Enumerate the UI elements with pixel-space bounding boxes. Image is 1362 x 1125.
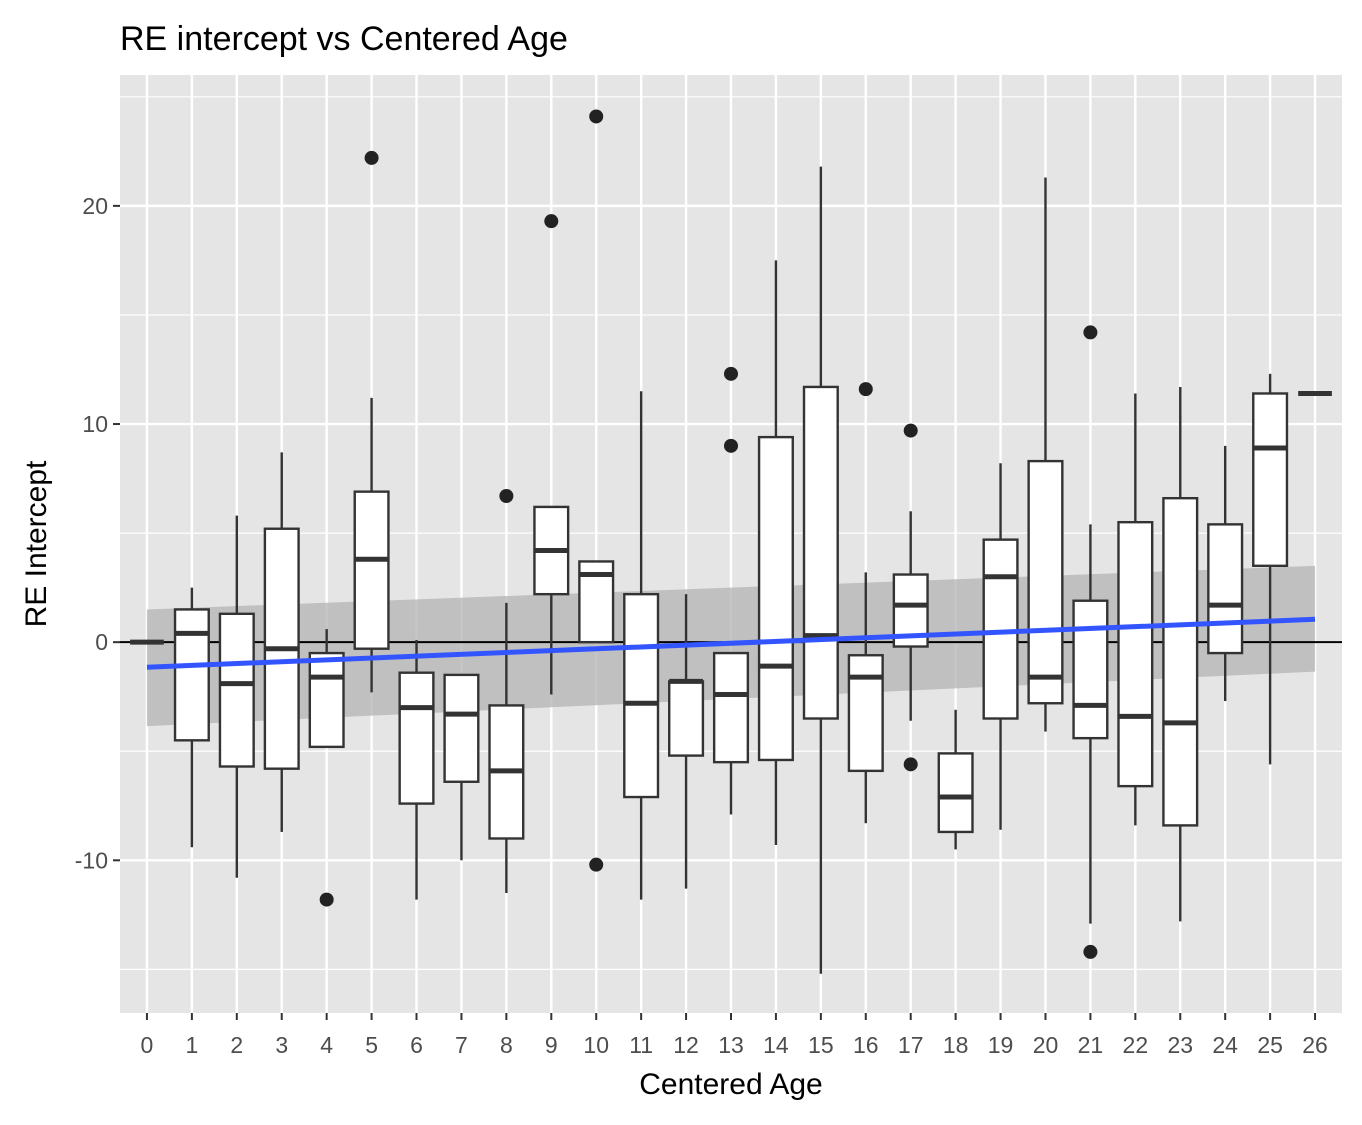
box-iqr bbox=[712, 651, 750, 764]
x-tick-label: 3 bbox=[275, 1032, 288, 1058]
y-tick-label: 20 bbox=[82, 193, 108, 219]
box-iqr bbox=[937, 752, 974, 834]
x-tick-label: 19 bbox=[988, 1032, 1014, 1058]
outlier-point bbox=[589, 109, 604, 124]
x-tick-label: 1 bbox=[185, 1032, 198, 1058]
box-iqr bbox=[757, 435, 794, 762]
outlier-point bbox=[724, 438, 738, 453]
outlier-point bbox=[724, 366, 738, 381]
confidence-band-layer bbox=[146, 565, 1316, 727]
box-group bbox=[1072, 325, 1109, 959]
box-group bbox=[578, 109, 615, 872]
outlier-point bbox=[1083, 325, 1098, 340]
outlier-point bbox=[903, 757, 918, 772]
x-tick-label: 2 bbox=[230, 1032, 243, 1058]
x-tick-label: 10 bbox=[583, 1032, 609, 1058]
x-tick-label: 12 bbox=[673, 1032, 699, 1058]
x-tick-label: 7 bbox=[455, 1032, 468, 1058]
chart-title: RE intercept vs Centered Age bbox=[120, 20, 568, 58]
box-iqr bbox=[353, 490, 390, 650]
x-tick-label: 17 bbox=[898, 1032, 924, 1058]
box-iqr bbox=[398, 671, 435, 805]
y-axis-title: RE Intercept bbox=[20, 460, 53, 627]
box-group bbox=[937, 709, 974, 850]
box-group bbox=[353, 150, 390, 693]
box-group bbox=[623, 391, 660, 900]
box-iqr bbox=[1252, 392, 1289, 568]
box-iqr bbox=[173, 608, 210, 742]
outlier-point bbox=[903, 423, 918, 438]
outlier-point bbox=[544, 214, 559, 229]
x-tick-label: 23 bbox=[1167, 1032, 1193, 1058]
outlier-point bbox=[499, 489, 514, 504]
x-tick-label: 11 bbox=[629, 1032, 653, 1058]
x-tick-label: 21 bbox=[1078, 1032, 1104, 1058]
box-group bbox=[1252, 373, 1289, 765]
box-group bbox=[982, 463, 1019, 830]
box-iqr bbox=[802, 385, 839, 720]
outlier-point bbox=[1083, 944, 1098, 959]
y-tick-label: 10 bbox=[82, 411, 108, 437]
outlier-point bbox=[364, 150, 379, 165]
box-iqr bbox=[623, 592, 660, 799]
y-tick-label: -10 bbox=[75, 847, 108, 873]
box-group bbox=[398, 639, 435, 900]
box-group bbox=[533, 214, 570, 695]
x-tick-label: 26 bbox=[1302, 1032, 1328, 1058]
box-group bbox=[892, 423, 929, 772]
box-iqr bbox=[1072, 599, 1109, 740]
box-iqr bbox=[847, 654, 884, 773]
outlier-point bbox=[858, 382, 873, 397]
outlier-point bbox=[319, 892, 334, 907]
box-group bbox=[308, 629, 345, 907]
x-axis-title: Centered Age bbox=[639, 1068, 822, 1101]
box-group bbox=[1162, 386, 1199, 922]
x-tick-label: 8 bbox=[500, 1032, 513, 1058]
box-group bbox=[802, 166, 839, 974]
box-group bbox=[1117, 393, 1154, 826]
box-iqr bbox=[982, 538, 1019, 720]
x-tick-label: 0 bbox=[141, 1032, 154, 1058]
outlier-point bbox=[589, 857, 604, 872]
box-iqr bbox=[1027, 459, 1064, 705]
x-tick-label: 9 bbox=[545, 1032, 558, 1058]
box-group bbox=[218, 515, 255, 878]
trend-line bbox=[146, 616, 1316, 670]
y-tick-label: 0 bbox=[95, 629, 108, 655]
x-tick-label: 14 bbox=[763, 1032, 789, 1058]
x-tick-label: 22 bbox=[1123, 1032, 1149, 1058]
box-iqr bbox=[443, 673, 480, 783]
box-group bbox=[263, 452, 300, 832]
box-group bbox=[757, 260, 794, 846]
box-group bbox=[173, 587, 210, 848]
box-group bbox=[712, 366, 750, 815]
boxplot-layer bbox=[130, 109, 1332, 974]
x-tick-label: 6 bbox=[410, 1032, 423, 1058]
box-iqr bbox=[1162, 496, 1199, 827]
box-iqr bbox=[1207, 523, 1244, 655]
grid-lines bbox=[120, 75, 1342, 1013]
box-iqr bbox=[668, 680, 705, 757]
box-group bbox=[847, 382, 884, 824]
box-iqr bbox=[1117, 520, 1154, 788]
x-tick-label: 15 bbox=[808, 1032, 834, 1058]
box-group bbox=[1207, 445, 1244, 702]
x-tick-label: 20 bbox=[1033, 1032, 1059, 1058]
x-tick-label: 24 bbox=[1212, 1032, 1238, 1058]
confidence-band bbox=[146, 565, 1316, 727]
box-group bbox=[443, 673, 480, 861]
box-group bbox=[668, 594, 705, 889]
box-iqr bbox=[308, 651, 345, 749]
x-tick-label: 13 bbox=[718, 1032, 744, 1058]
trend-line-layer bbox=[146, 616, 1316, 670]
box-group bbox=[1027, 177, 1064, 732]
x-tick-label: 18 bbox=[943, 1032, 969, 1058]
box-iqr bbox=[218, 612, 255, 768]
x-tick-label: 4 bbox=[320, 1032, 333, 1058]
x-tick-label: 25 bbox=[1257, 1032, 1283, 1058]
x-tick-label: 5 bbox=[365, 1032, 378, 1058]
x-tick-label: 16 bbox=[853, 1032, 879, 1058]
